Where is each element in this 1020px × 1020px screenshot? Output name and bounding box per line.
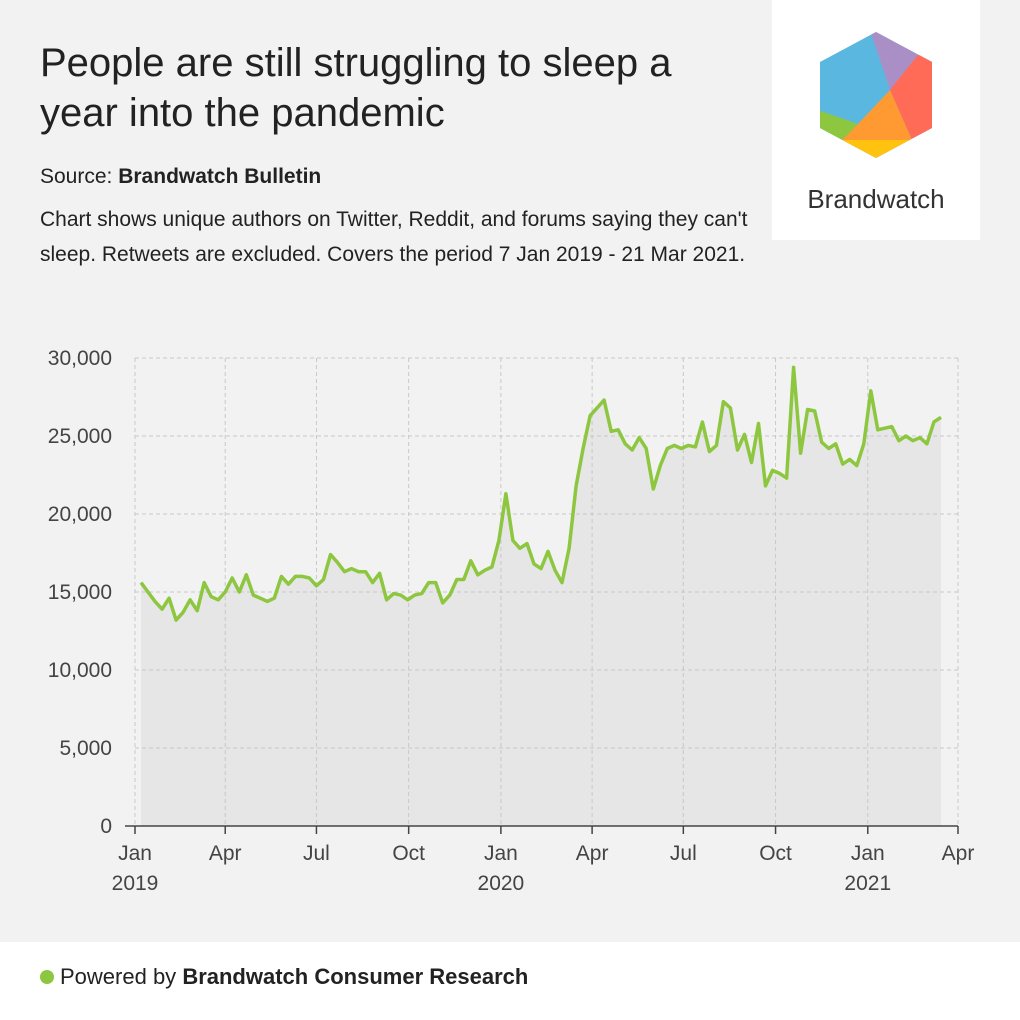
footer-prefix: Powered by <box>60 964 177 989</box>
x-tick-label: Apr <box>209 842 242 865</box>
x-tick-label: Jan 2021 <box>844 842 891 895</box>
x-tick-label: Oct <box>392 842 425 865</box>
x-tick-label: Jul <box>670 842 697 865</box>
x-tick-label: Apr <box>576 842 609 865</box>
title: People are still struggling to sleep a y… <box>40 41 672 135</box>
x-tick-label: Jul <box>303 842 330 865</box>
x-tick-label: Jan 2019 <box>112 842 159 895</box>
area <box>141 367 941 826</box>
line <box>139 365 942 622</box>
x-tick-label: Oct <box>759 842 792 865</box>
y-tick-label: 20,000 <box>48 503 112 526</box>
logo-mark <box>820 32 932 158</box>
y-tick-label: 0 <box>100 815 112 838</box>
footer-brand: Brandwatch Consumer Research <box>182 964 529 989</box>
source-label: Source: <box>40 165 113 188</box>
x-tick-label: Apr <box>942 842 975 865</box>
logo: Brandwatch <box>772 0 980 240</box>
chart: 0 5,000 10,000 15,000 20,000 25,000 30,000 Jan 2… <box>48 347 975 895</box>
source-name: Brandwatch Bulletin <box>118 165 322 188</box>
y-tick-label: 15,000 <box>48 581 112 604</box>
y-tick-label: 5,000 <box>59 737 112 760</box>
source: Source: Brandwatch Bulletin <box>40 165 321 189</box>
y-tick-label: 25,000 <box>48 425 112 448</box>
y-tick-label: 30,000 <box>48 347 112 370</box>
description: Chart shows unique authors on Twitter, R… <box>40 208 748 266</box>
x-tick-label: Jan 2020 <box>478 842 525 895</box>
footer-text: Powered by Brandwatch Consumer Research <box>40 964 528 990</box>
footer-dot <box>40 970 54 984</box>
footer: Powered by Brandwatch Consumer Research <box>0 942 1020 1020</box>
y-tick-label: 10,000 <box>48 659 112 682</box>
logo-text: Brandwatch <box>807 184 945 214</box>
